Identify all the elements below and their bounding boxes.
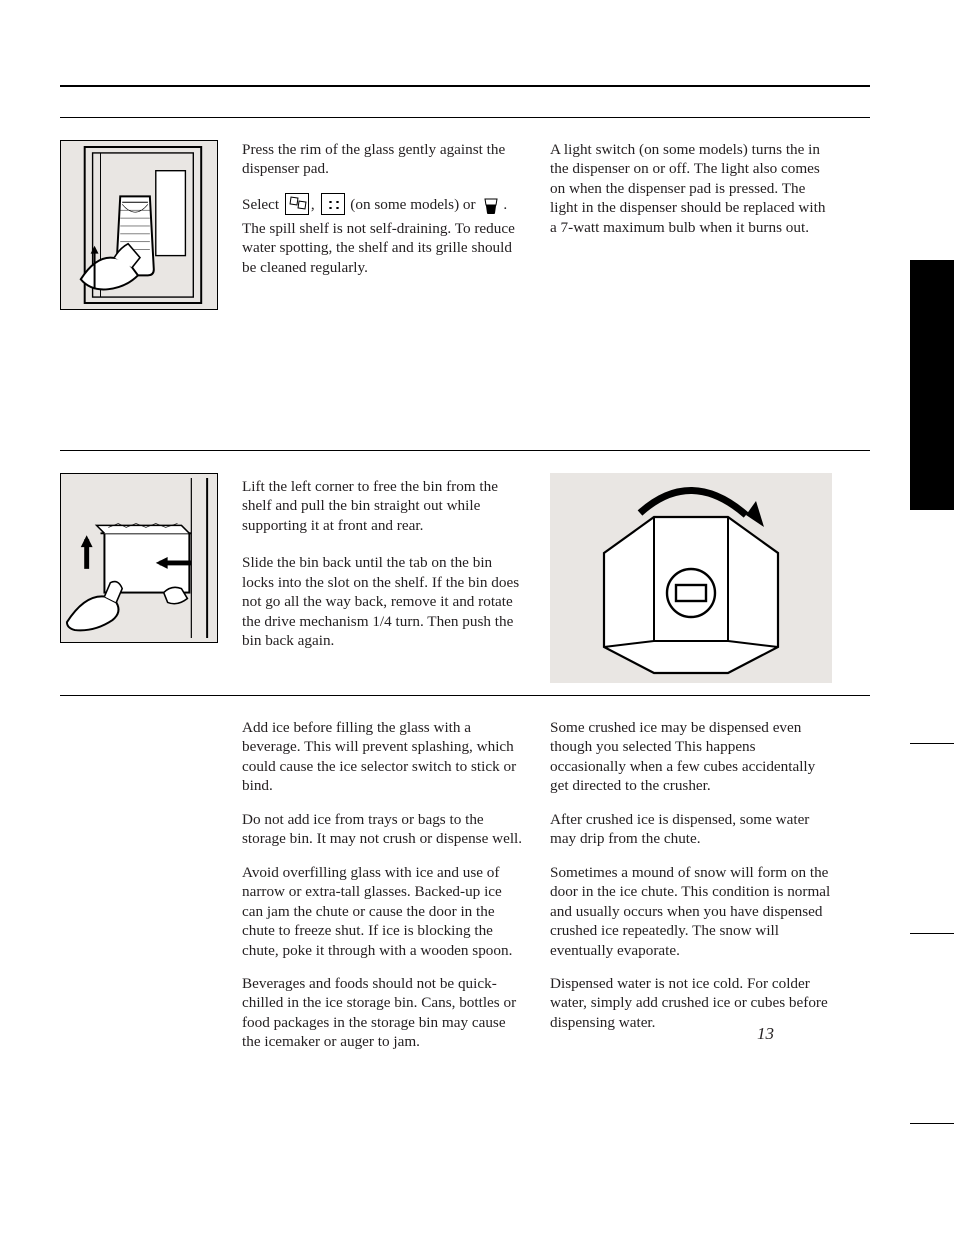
- side-tab: [910, 934, 954, 1124]
- page-number: 13: [757, 1024, 774, 1044]
- col-bin-illus: [550, 473, 832, 691]
- col-bin-text: Lift the left corner to free the bin fro…: [242, 473, 524, 691]
- page-content: Press the rim of the glass gently agains…: [0, 0, 870, 1066]
- divider: [60, 450, 870, 451]
- col-facts-left: Add ice before filling the glass with a …: [242, 718, 524, 1066]
- body-text: Avoid overfilling glass with ice and use…: [242, 863, 524, 960]
- illustration-rotate-drive: [550, 473, 832, 683]
- body-text: Sometimes a mound of snow will form on t…: [550, 863, 832, 960]
- divider: [60, 695, 870, 696]
- text-run: A light switch (on some models) turns th…: [550, 141, 808, 158]
- body-text: Slide the bin back until the tab on the …: [242, 553, 524, 650]
- water-icon: [481, 193, 501, 215]
- section-bin: Lift the left corner to free the bin fro…: [60, 473, 870, 691]
- body-text: Select , (on some models) or .: [242, 193, 524, 215]
- side-index-tabs: [910, 260, 954, 1124]
- col-dispenser-left: Press the rim of the glass gently agains…: [242, 140, 524, 310]
- section-dispenser: Press the rim of the glass gently agains…: [60, 140, 870, 310]
- crushed-ice-icon: [321, 193, 345, 215]
- body-text: Add ice before filling the glass with a …: [242, 718, 524, 796]
- divider: [60, 85, 870, 87]
- col-dispenser-right: A light switch (on some models) turns th…: [550, 140, 832, 310]
- body-text: After crushed ice is dispensed, some wat…: [550, 810, 832, 849]
- text-run: (on some models) or: [350, 196, 479, 213]
- side-tab: [910, 524, 954, 744]
- cubed-ice-icon: [285, 193, 309, 215]
- body-text: Beverages and foods should not be quick-…: [242, 974, 524, 1052]
- side-tab: [910, 744, 954, 934]
- col-facts-right: Some crushed ice may be dispensed even t…: [550, 718, 832, 1066]
- body-text: Dispensed water is not ice cold. For col…: [550, 974, 832, 1032]
- body-text: Press the rim of the glass gently agains…: [242, 140, 524, 179]
- body-text: A light switch (on some models) turns th…: [550, 140, 832, 237]
- body-text: Some crushed ice may be dispensed even t…: [550, 718, 832, 796]
- illustration-glass-at-dispenser: [60, 140, 218, 310]
- body-text: Lift the left corner to free the bin fro…: [242, 477, 524, 535]
- side-tab-active: [910, 260, 954, 510]
- text-run: Select: [242, 196, 283, 213]
- divider: [60, 117, 870, 118]
- body-text: Do not add ice from trays or bags to the…: [242, 810, 524, 849]
- section-facts: Add ice before filling the glass with a …: [60, 718, 870, 1066]
- illustration-remove-bin: [60, 473, 218, 643]
- body-text: The spill shelf is not self-draining. To…: [242, 219, 524, 277]
